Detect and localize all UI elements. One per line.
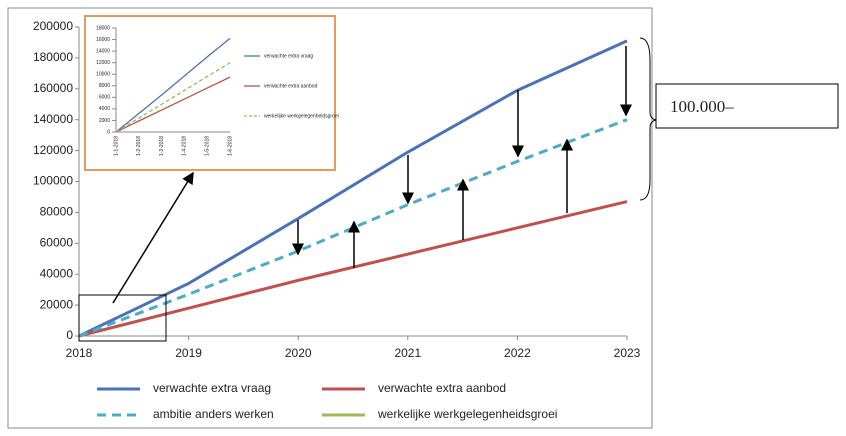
x-tick-label: 2022	[504, 346, 531, 360]
y-tick-label: 20000	[40, 297, 74, 311]
x-tick-label: 2023	[614, 346, 641, 360]
y-tick-label: 8000	[99, 83, 110, 89]
y-tick-label: 40000	[40, 266, 74, 280]
legend-label: werkelijke werkgelegenheidsgroei	[377, 407, 557, 421]
y-tick-label: 2000	[99, 118, 110, 124]
y-tick-label: 0	[66, 328, 73, 342]
annotation: 100.000–	[670, 97, 734, 116]
series-line	[78, 39, 628, 338]
legend-label: verwachte extra vraag	[153, 381, 271, 395]
series-line	[115, 62, 231, 133]
y-tick-label: 160000	[33, 81, 73, 95]
y-tick-label: 0	[107, 129, 110, 135]
y-tick-label: 12000	[96, 60, 110, 66]
x-tick-label: 1-3-2018	[159, 136, 165, 156]
legend-label: werkelijke werkgelegenheidsgroei	[264, 113, 339, 119]
y-tick-label: 180000	[33, 50, 73, 64]
series-line	[115, 76, 231, 133]
y-tick-label: 18000	[96, 25, 110, 31]
y-tick-label: 10000	[96, 72, 110, 78]
y-tick-label: 4000	[99, 106, 110, 112]
x-tick-label: 1-5-2018	[205, 136, 211, 156]
inset-chart: 1-1-2018 1-2-2018 1-3-2018 1-4-2018 1-5-2018…	[96, 25, 339, 156]
series-line	[115, 37, 231, 133]
y-tick-label: 200000	[33, 19, 73, 33]
legend-label: verwachte extra aanbod	[378, 381, 506, 395]
y-tick-label: 60000	[40, 235, 74, 249]
x-tick-label: 2021	[394, 346, 421, 360]
y-tick-label: 100000	[33, 174, 73, 188]
x-tick-label: 2018	[66, 346, 93, 360]
x-tick-label: 1-6-2018	[227, 136, 233, 156]
legend-label: verwachte extra aanbod	[264, 83, 318, 89]
x-tick-label: 2020	[285, 346, 312, 360]
x-tick-label: 2019	[175, 346, 202, 360]
x-tick-label: 1-2-2018	[136, 136, 142, 156]
x-tick-label: 1-1-2018	[113, 136, 119, 156]
legend-label: ambitie anders werken	[153, 407, 274, 421]
inset-frame	[84, 15, 336, 171]
y-tick-label: 16000	[96, 37, 110, 43]
y-tick-label: 6000	[99, 95, 110, 101]
main-chart: 2018 2019 2020 2021 2022 20230200004000060000…	[33, 19, 641, 421]
legend-label: verwachte extra vraag	[264, 53, 313, 59]
annotation-box	[655, 83, 839, 129]
series-line	[78, 118, 628, 338]
x-tick-label: 1-4-2018	[182, 136, 188, 156]
series-line	[78, 200, 628, 338]
y-tick-label: 120000	[33, 143, 73, 157]
y-tick-label: 14000	[96, 48, 110, 54]
y-tick-label: 140000	[33, 112, 73, 126]
y-tick-label: 80000	[40, 205, 74, 219]
